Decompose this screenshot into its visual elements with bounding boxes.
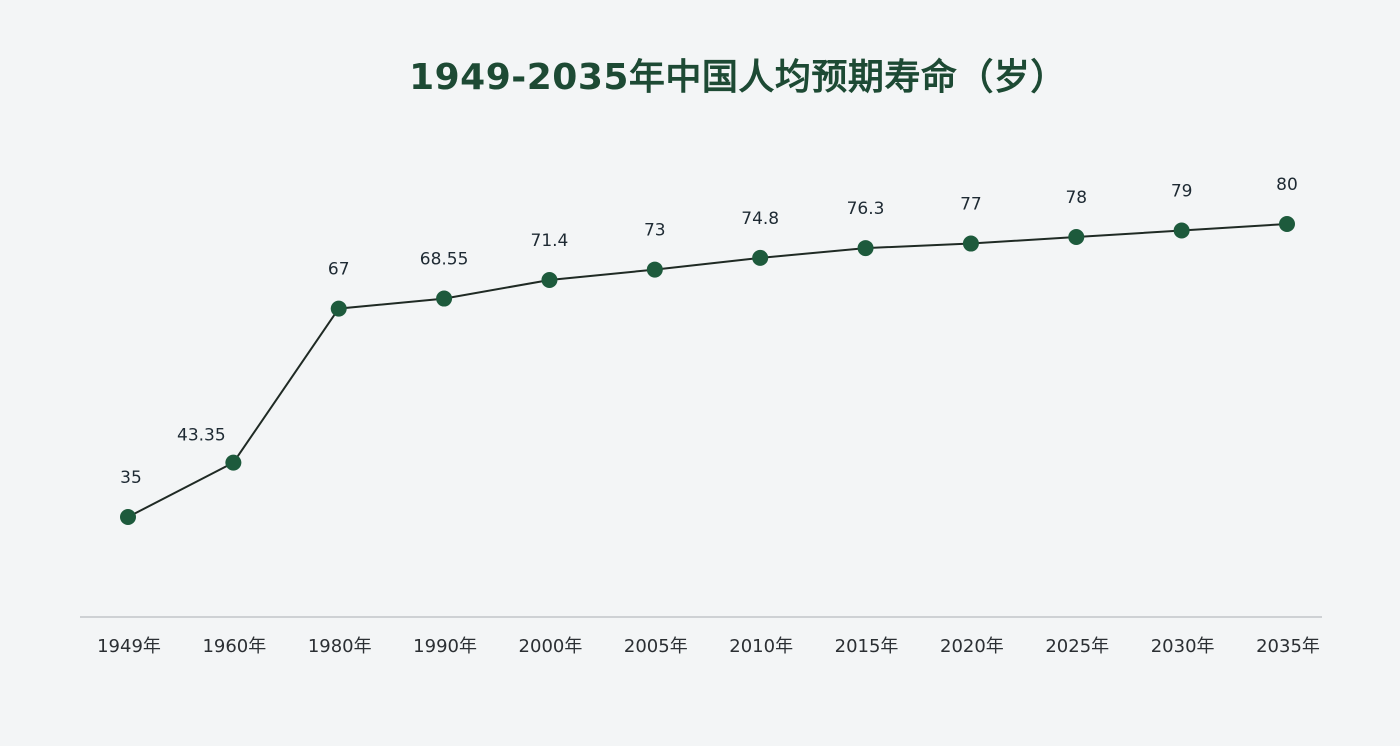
x-tick-label: 2025年 (1045, 636, 1109, 657)
data-label: 35 (120, 468, 142, 488)
data-label: 67 (328, 260, 350, 280)
data-label: 78 (1065, 188, 1087, 208)
data-point (752, 249, 769, 266)
x-tick-label: 2010年 (729, 636, 793, 657)
data-label: 77 (960, 195, 982, 215)
data-label: 76.3 (847, 199, 885, 219)
data-point (1068, 229, 1085, 246)
x-tick-labels-layer: 1949年 1960年 1980年 1990年 2000年 2005年 2010年 2015年… (97, 636, 1320, 657)
data-label: 74.8 (741, 209, 779, 229)
data-label: 80 (1276, 175, 1298, 195)
data-label: 43.35 (177, 426, 226, 446)
data-label: 68.55 (420, 250, 469, 270)
x-tick-label: 1960年 (202, 636, 266, 657)
x-tick-label: 2030年 (1151, 636, 1215, 657)
data-point (436, 290, 453, 307)
x-tick-label: 2000年 (519, 636, 583, 657)
x-tick-label: 2015年 (835, 636, 899, 657)
points-layer (120, 216, 1295, 525)
x-tick-label: 1980年 (308, 636, 372, 657)
series-layer (127, 223, 1288, 518)
data-point (541, 271, 558, 288)
data-point (857, 240, 874, 257)
data-point (1279, 216, 1295, 232)
x-tick-label: 1949年 (97, 636, 161, 657)
data-label: 79 (1171, 182, 1193, 202)
chart-title: 1949-2035年中国人均预期寿命（岁） (409, 57, 1067, 98)
series-line (127, 223, 1288, 518)
data-point (120, 509, 136, 525)
data-label: 71.4 (531, 231, 569, 251)
data-point (646, 261, 663, 278)
x-tick-label: 1990年 (413, 636, 477, 657)
data-point (1173, 222, 1190, 239)
data-labels-layer: 35 43.35 67 68.55 71.4 73 74.8 76.3 77 78 79 80 (120, 175, 1298, 488)
x-tick-label: 2020年 (940, 636, 1004, 657)
x-tick-label: 2005年 (624, 636, 688, 657)
data-label: 73 (644, 221, 666, 241)
data-point (225, 454, 242, 471)
x-tick-label: 2035年 (1256, 636, 1320, 657)
data-point (330, 300, 347, 317)
data-point (962, 235, 979, 252)
